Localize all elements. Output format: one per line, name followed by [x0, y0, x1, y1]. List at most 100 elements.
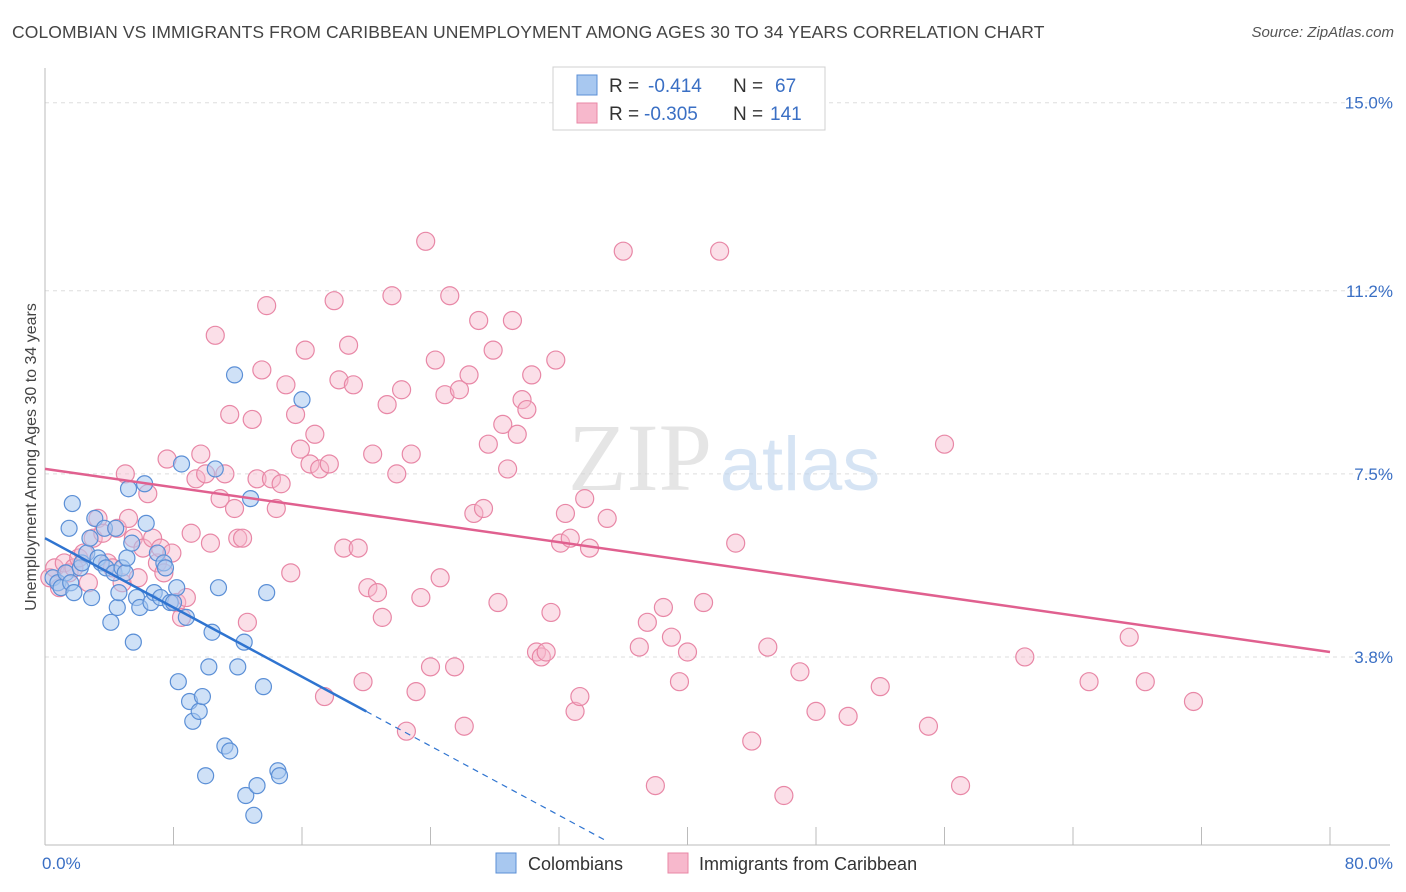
legend-top-r-label-2: R = [609, 104, 639, 125]
caribbean-point [653, 597, 674, 618]
colombian-point [102, 613, 120, 631]
caribbean-point [512, 390, 532, 410]
colombian-point [168, 579, 186, 597]
caribbean-point [950, 776, 971, 796]
y-tick-label-3: 15.0% [1345, 94, 1393, 113]
colombian-point [206, 460, 224, 478]
caribbean-point [252, 360, 272, 380]
caribbean-point [372, 607, 392, 627]
caribbean-point [677, 642, 698, 662]
y-tick-label-1: 7.5% [1354, 465, 1393, 484]
caribbean-point [613, 241, 633, 261]
caribbean-point [261, 469, 282, 489]
colombian-point [254, 678, 273, 696]
trendline-colombians [44, 537, 367, 713]
caribbean-point [541, 602, 561, 623]
caribbean-point [661, 627, 682, 647]
legend-top-pink-swatch [576, 102, 598, 124]
caribbean-point [483, 340, 503, 360]
caribbean-point [319, 454, 339, 474]
caribbean-point [224, 498, 245, 519]
caribbean-point [118, 508, 139, 529]
legend-top-n-value-1: 67 [775, 76, 796, 97]
caribbean-point [232, 528, 253, 548]
colombian-point [172, 455, 191, 473]
colombian-point [229, 658, 247, 676]
colombian-point [137, 514, 155, 532]
caribbean-point [918, 716, 939, 736]
caribbean-point [425, 350, 445, 370]
y-axis-label: Unemployment Among Ages 30 to 34 years [23, 303, 40, 611]
caribbean-point [454, 716, 474, 736]
caribbean-point [382, 286, 402, 306]
legend-top-n-value-2: 141 [770, 104, 802, 125]
caribbean-point [493, 414, 513, 434]
caribbean-point [416, 231, 436, 251]
caribbean-point [329, 370, 349, 390]
caribbean-point [285, 404, 306, 425]
colombian-point [221, 742, 239, 760]
caribbean-point [220, 404, 240, 425]
caribbean-point [444, 657, 465, 677]
caribbean-point [290, 439, 310, 459]
series-colombians-points [44, 366, 311, 824]
gridlines [45, 102, 1390, 658]
series-caribbean-points [40, 231, 1204, 806]
caribbean-point [464, 503, 484, 524]
chart-title: COLOMBIAN VS IMMIGRANTS FROM CARIBBEAN U… [12, 22, 1045, 42]
caribbean-point [498, 459, 518, 479]
caribbean-point [324, 291, 344, 311]
caribbean-point [200, 533, 221, 553]
x-tick-label-1: 80.0% [1345, 854, 1393, 873]
caribbean-point [536, 642, 556, 662]
caribbean-point [1079, 672, 1099, 692]
tick-labels: 3.8% 7.5% 11.2% 15.0% 0.0% 80.0% [42, 94, 1393, 873]
caribbean-point [247, 469, 267, 489]
legend-bottom-blue-swatch [495, 852, 517, 874]
colombian-point [60, 519, 78, 537]
caribbean-point [546, 350, 566, 370]
caribbean-point [459, 365, 479, 385]
legend-top-n-label-2: N = [733, 104, 763, 125]
caribbean-point [488, 592, 508, 613]
legend-top-r-value-1: -0.414 [648, 76, 702, 97]
colombian-point [108, 598, 126, 617]
caribbean-point [517, 399, 537, 420]
caribbean-point [420, 657, 441, 677]
caribbean-point [838, 706, 858, 726]
caribbean-point [507, 424, 527, 444]
caribbean-point [78, 573, 98, 593]
caribbean-point [502, 310, 523, 331]
caribbean-point [435, 385, 455, 405]
caribbean-point [237, 612, 257, 632]
source-label: Source: ZipAtlas.com [1251, 24, 1394, 41]
caribbean-point [597, 508, 617, 529]
caribbean-point [411, 587, 431, 608]
colombian-point [82, 588, 101, 607]
colombian-point [63, 494, 81, 513]
watermark: ZIP atlas [568, 404, 880, 511]
colombian-point [156, 559, 175, 577]
colombian-point [190, 702, 208, 720]
caribbean-point [310, 459, 330, 479]
caribbean-point [295, 340, 315, 360]
caribbean-point [726, 533, 746, 553]
colombian-point [107, 519, 125, 537]
caribbean-point [758, 637, 778, 657]
caribbean-point [281, 563, 301, 583]
caribbean-point [629, 637, 649, 657]
axes [44, 68, 1390, 846]
caribbean-point [367, 583, 388, 603]
caribbean-point [469, 310, 489, 331]
colombian-point [197, 767, 215, 785]
caribbean-point [406, 681, 426, 702]
legend-top-n-label-1: N = [733, 76, 763, 97]
caribbean-point [473, 498, 494, 519]
colombian-point [258, 584, 276, 602]
caribbean-point [343, 375, 363, 395]
caribbean-point [271, 474, 291, 494]
caribbean-point [334, 538, 354, 558]
caribbean-point [358, 578, 378, 598]
legend-top: R = -0.414 N = 67 R = -0.305 N = 141 [552, 66, 826, 131]
